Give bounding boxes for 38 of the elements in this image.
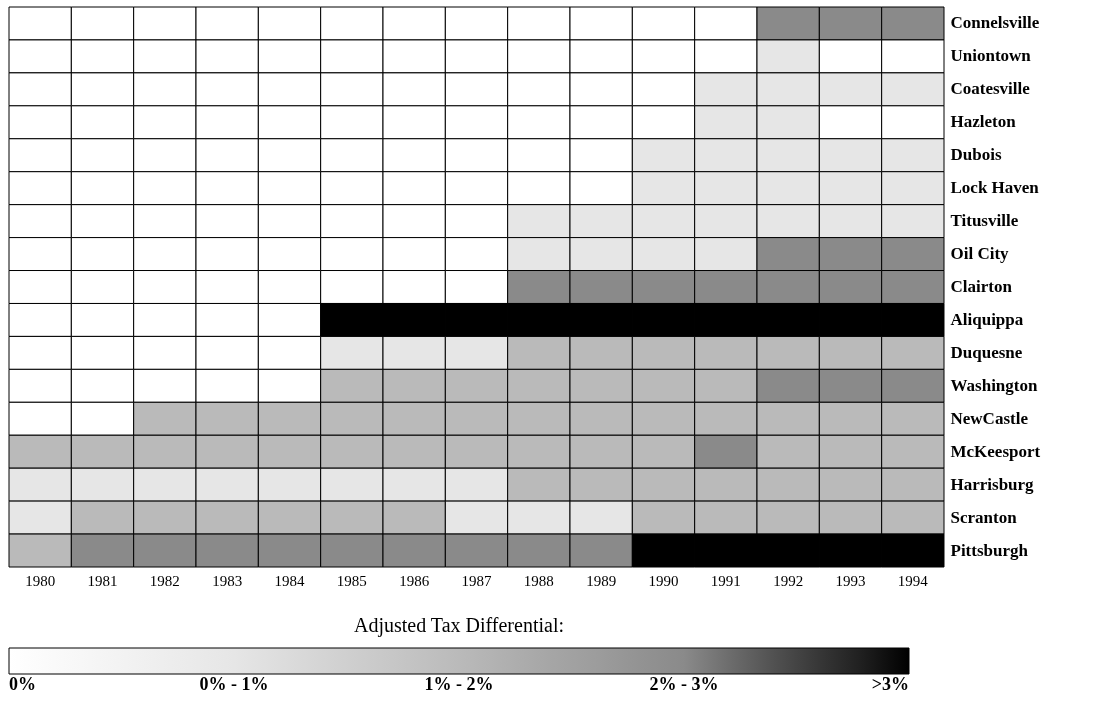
y-tick-label: Dubois <box>950 145 1002 165</box>
y-tick-label: Hazleton <box>950 112 1017 132</box>
color-bar-label: 1% - 2% <box>424 674 494 694</box>
color-bar-label: 0% - 1% <box>199 674 269 694</box>
y-tick-label: Coatesville <box>950 79 1031 99</box>
x-tick-label: 1988 <box>523 572 554 589</box>
color-bar-label: 2% - 3% <box>649 674 719 694</box>
x-tick-label: 1985 <box>336 572 367 589</box>
y-tick-label: Duquesne <box>950 342 1023 362</box>
x-tick-label: 1981 <box>87 572 118 589</box>
x-tick-label: 1986 <box>399 572 430 589</box>
y-tick-label: Lock Haven <box>950 178 1040 198</box>
x-tick-label: 1984 <box>274 572 305 589</box>
x-tick-label: 1992 <box>773 572 804 589</box>
y-tick-label: Connelsville <box>950 13 1040 33</box>
y-tick-label: Washington <box>950 375 1038 395</box>
y-tick-label: Pittsburgh <box>950 540 1029 560</box>
x-tick-label: 1987 <box>461 572 492 589</box>
y-tick-label: Scranton <box>950 507 1018 527</box>
y-tick-label: Aliquippa <box>950 309 1024 329</box>
y-tick-label: NewCastle <box>950 408 1029 428</box>
legend-title: Adjusted Tax Differential: <box>353 614 565 637</box>
y-tick-label: Titusville <box>950 211 1019 231</box>
x-tick-label: 1993 <box>835 572 866 589</box>
x-tick-label: 1991 <box>710 572 741 589</box>
color-bar-label: >3% <box>871 674 909 694</box>
color-bar-label: 0% <box>9 674 36 694</box>
y-tick-label: Oil City <box>950 244 1010 264</box>
y-tick-label: McKeesport <box>950 441 1041 461</box>
x-tick-label: 1982 <box>149 572 180 589</box>
x-tick-label: 1980 <box>25 572 56 589</box>
x-tick-label: 1994 <box>897 572 929 589</box>
x-tick-label: 1983 <box>212 572 243 589</box>
y-tick-label: Harrisburg <box>950 474 1035 494</box>
y-tick-label: Clairton <box>950 277 1013 296</box>
x-tick-label: 1989 <box>586 572 617 589</box>
y-tick-label: Uniontown <box>950 46 1032 66</box>
x-tick-label: 1990 <box>648 572 679 589</box>
